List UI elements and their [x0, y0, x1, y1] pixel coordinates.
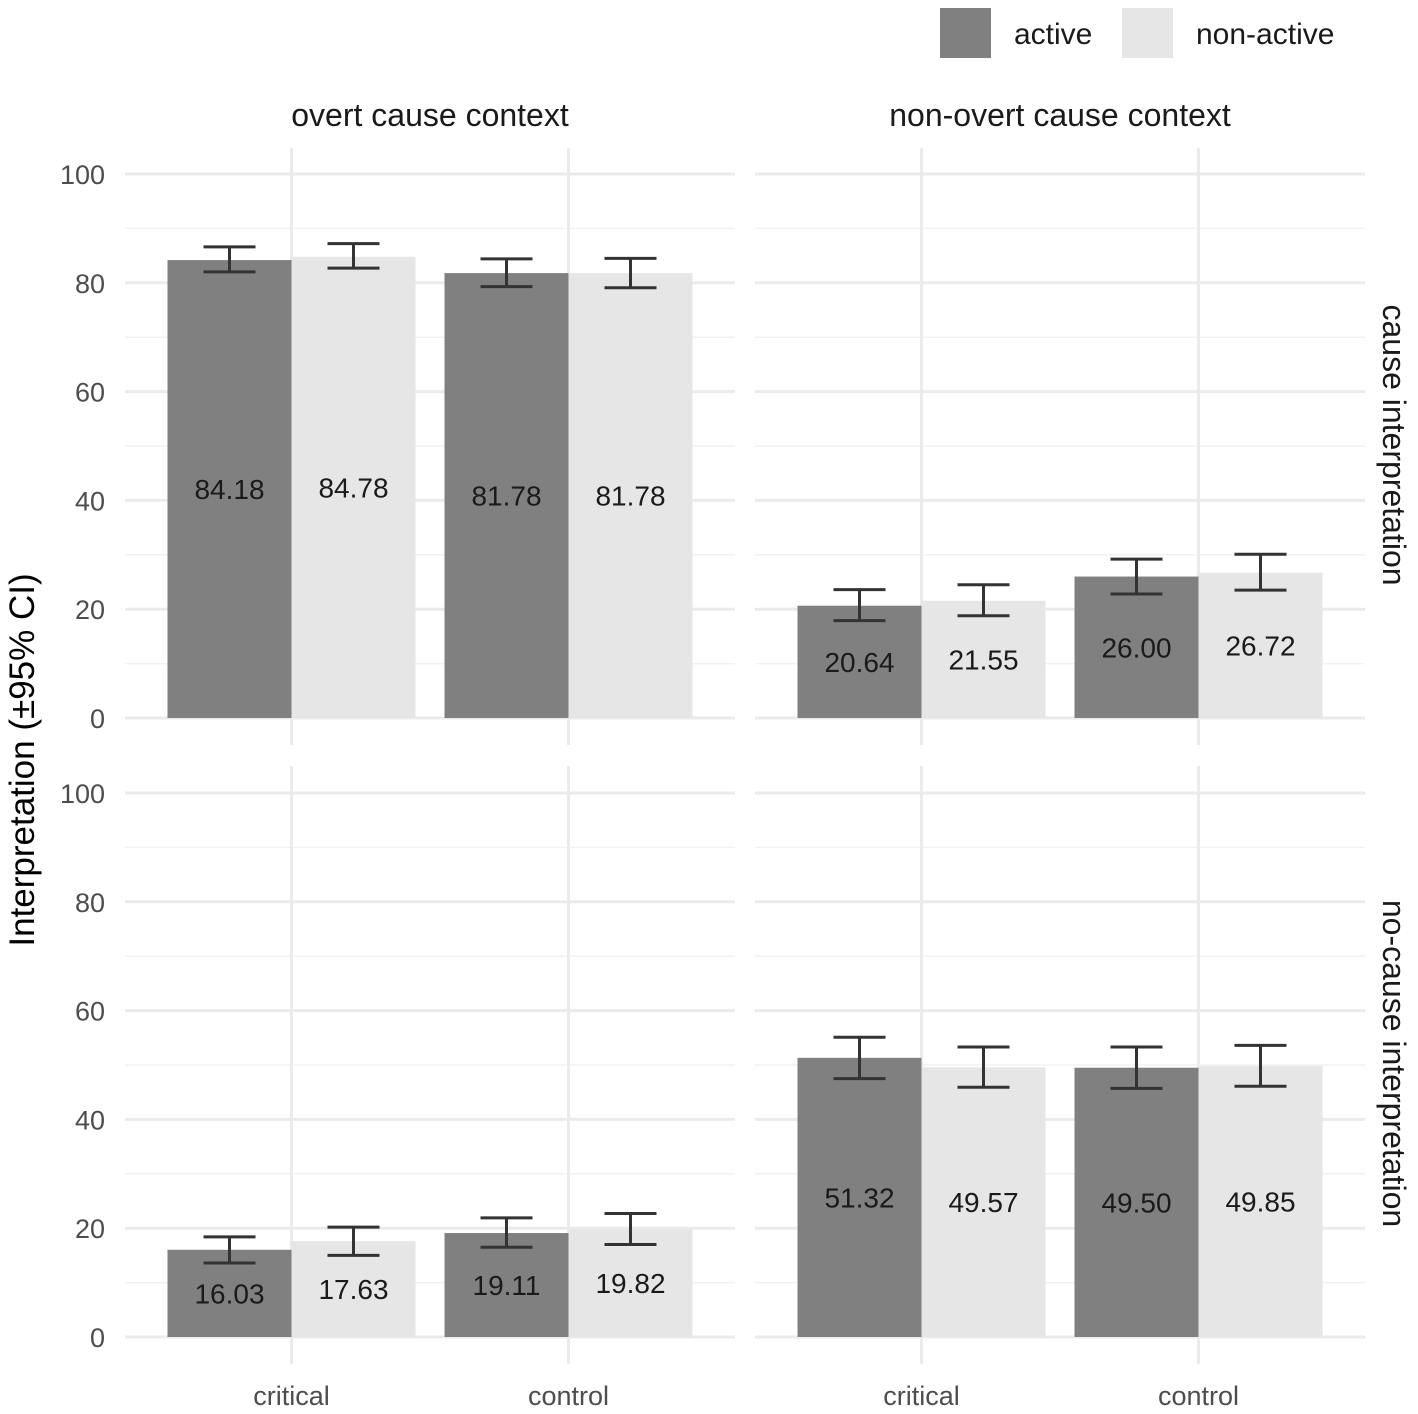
- error-bar-non-active-critical: [327, 242, 380, 270]
- y-tick-label: 100: [60, 160, 105, 190]
- error-bar-active-control: [480, 257, 533, 289]
- y-tick-label: 20: [75, 1214, 105, 1244]
- legend-label-active: active: [1014, 18, 1092, 51]
- legend-label-non-active: non-active: [1196, 18, 1334, 51]
- data-label-non-active-critical: 49.57: [948, 1187, 1018, 1218]
- error-bar-active-critical: [833, 1035, 886, 1081]
- data-label-non-active-critical: 17.63: [318, 1274, 388, 1305]
- y-tick-label: 60: [75, 378, 105, 408]
- plot-panels: 84.18 81.78 84.78 81.78 20.64 26.00 21.55 26.72…: [125, 148, 1365, 1364]
- bar-active-critical: [797, 605, 922, 718]
- error-bar-active-critical: [833, 588, 886, 623]
- x-tick-label-control: control: [528, 1381, 609, 1411]
- legend: active non-active: [940, 8, 1334, 58]
- error-bar-non-active-critical: [327, 1225, 380, 1257]
- legend-key-active: [940, 8, 991, 58]
- error-bar-non-active-control: [1234, 1043, 1287, 1088]
- panel-overt-cause-context-cause-interpretation: 84.18 81.78 84.78 81.78: [125, 148, 735, 745]
- x-axis: critical control critical control: [253, 1381, 1239, 1411]
- bar-active-control: [1074, 1067, 1199, 1337]
- data-label-non-active-critical: 21.55: [948, 644, 1018, 675]
- data-label-non-active-critical: 84.78: [318, 472, 388, 503]
- y-tick-label: 40: [75, 486, 105, 516]
- data-label-non-active-control: 19.82: [595, 1268, 665, 1299]
- bar-non-active-critical: [921, 1067, 1046, 1337]
- bar-non-active-critical: [921, 600, 1046, 718]
- error-bar-active-critical: [203, 245, 256, 274]
- column-strip-non-overt-cause-context: non-overt cause context: [889, 97, 1231, 133]
- bar-active-critical: [797, 1057, 922, 1337]
- data-label-active-critical: 84.18: [194, 474, 264, 505]
- data-label-active-critical: 51.32: [824, 1182, 894, 1213]
- y-tick-label: 100: [60, 779, 105, 809]
- legend-key-non-active: [1122, 8, 1173, 58]
- bar-non-active-critical: [291, 256, 416, 718]
- data-label-active-control: 26.00: [1101, 632, 1171, 663]
- bar-non-active-control: [568, 1229, 693, 1337]
- bar-non-active-control: [1198, 572, 1323, 718]
- y-tick-label: 0: [90, 1323, 105, 1353]
- y-tick-label: 80: [75, 888, 105, 918]
- error-bar-non-active-control: [1234, 552, 1287, 592]
- error-bar-active-control: [1110, 1045, 1163, 1090]
- data-label-active-control: 81.78: [471, 481, 541, 512]
- bar-non-active-control: [568, 273, 693, 718]
- data-label-active-critical: 16.03: [194, 1278, 264, 1309]
- data-label-active-control: 49.50: [1101, 1187, 1171, 1218]
- x-tick-label-control: control: [1158, 1381, 1239, 1411]
- bar-non-active-critical: [291, 1241, 416, 1337]
- bar-active-critical: [167, 260, 292, 718]
- y-tick-label: 80: [75, 269, 105, 299]
- x-tick-label-critical: critical: [253, 1381, 330, 1411]
- bar-active-control: [444, 1233, 569, 1337]
- error-bar-active-control: [480, 1216, 533, 1249]
- data-label-active-critical: 20.64: [824, 647, 894, 678]
- facet-strips: overt cause context non-overt cause conte…: [291, 97, 1412, 1227]
- data-label-non-active-control: 26.72: [1225, 630, 1295, 661]
- error-bar-non-active-critical: [957, 583, 1010, 618]
- bar-active-control: [444, 273, 569, 718]
- y-axis-label: Interpretation (±95% CI): [3, 573, 42, 946]
- panel-non-overt-cause-context-cause-interpretation: 20.64 26.00 21.55 26.72: [755, 148, 1365, 745]
- y-tick-label: 20: [75, 595, 105, 625]
- error-bar-active-control: [1110, 557, 1163, 596]
- column-strip-overt-cause-context: overt cause context: [291, 97, 569, 133]
- panel-non-overt-cause-context-no-cause-interpretation: 51.32 49.50 49.57 49.85: [755, 766, 1365, 1364]
- data-label-non-active-control: 81.78: [595, 481, 665, 512]
- panel-overt-cause-context-no-cause-interpretation: 16.03 19.11 17.63 19.82: [125, 766, 735, 1364]
- bar-active-control: [1074, 576, 1199, 718]
- y-tick-label: 60: [75, 997, 105, 1027]
- error-bar-non-active-control: [604, 1212, 657, 1247]
- error-bar-non-active-critical: [957, 1045, 1010, 1089]
- data-label-non-active-control: 49.85: [1225, 1186, 1295, 1217]
- y-tick-label: 40: [75, 1105, 105, 1135]
- error-bar-active-critical: [203, 1235, 256, 1265]
- row-strip-cause-interpretation: cause interpretation: [1376, 304, 1412, 585]
- bar-non-active-control: [1198, 1065, 1323, 1337]
- row-strip-no-cause-interpretation: no-cause interpretation: [1376, 900, 1412, 1227]
- error-bar-non-active-control: [604, 256, 657, 290]
- x-tick-label-critical: critical: [883, 1381, 960, 1411]
- data-label-active-control: 19.11: [473, 1270, 541, 1301]
- y-tick-label: 0: [90, 704, 105, 734]
- y-axes: 0 20 40 60 80 100 0 20 40 60 80 100: [60, 160, 105, 1353]
